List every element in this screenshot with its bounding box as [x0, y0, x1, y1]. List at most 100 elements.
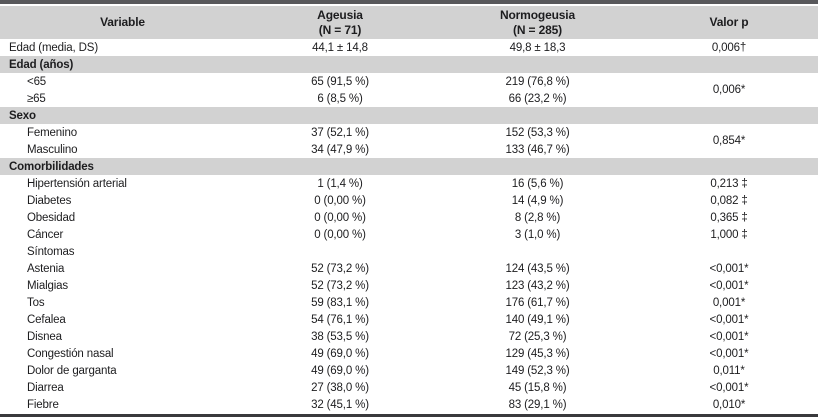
cell-ageusia: 34 (47,9 %)	[311, 143, 369, 156]
cell-ageusia: 65 (91,5 %)	[311, 75, 369, 88]
cell-normogeusia: 129 (45,3 %)	[505, 347, 570, 360]
table-row-cancer: Cáncer 0 (0,00 %) 3 (1,0 %) 1,000 ‡	[0, 226, 818, 243]
cell-pvalue: 1,000 ‡	[710, 228, 748, 241]
col-header-variable: Variable	[0, 6, 245, 39]
cell-variable: Obesidad	[27, 211, 76, 224]
cell-pvalue: 0,213 ‡	[710, 177, 748, 190]
cell-ageusia: 44,1 ± 14,8	[312, 41, 368, 54]
cell-ageusia: 59 (83,1 %)	[311, 296, 369, 309]
cell-ageusia: 54 (76,1 %)	[311, 313, 369, 326]
cell-variable: Femenino	[27, 126, 77, 139]
cell-variable: Congestión nasal	[27, 347, 114, 360]
cell-ageusia: 6 (8,5 %)	[317, 92, 363, 105]
table-row-cefalea: Cefalea 54 (76,1 %) 140 (49,1 %) <0,001*	[0, 311, 818, 328]
cell-ageusia	[245, 243, 435, 260]
table-row-obesidad: Obesidad 0 (0,00 %) 8 (2,8 %) 0,365 ‡	[0, 209, 818, 226]
col-header-normogeusia: Normogeusia (N = 285)	[435, 6, 640, 39]
cell-ageusia: 27 (38,0 %)	[311, 381, 369, 394]
cell-normogeusia: 149 (52,3 %)	[505, 364, 570, 377]
cell-normogeusia: 16 (5,6 %)	[511, 177, 564, 190]
cell-normogeusia: 152 (53,3 %)	[505, 126, 570, 139]
table-row-tos: Tos 59 (83,1 %) 176 (61,7 %) 0,001*	[0, 294, 818, 311]
table-row-mialgias: Mialgias 52 (73,2 %) 123 (43,2 %) <0,001…	[0, 277, 818, 294]
cell-ageusia: 52 (73,2 %)	[311, 279, 369, 292]
cell-normogeusia: 8 (2,8 %)	[514, 211, 561, 224]
table-row-edad-media: Edad (media, DS) 44,1 ± 14,8 49,8 ± 18,3…	[0, 39, 818, 56]
table-row-diabetes: Diabetes 0 (0,00 %) 14 (4,9 %) 0,082 ‡	[0, 192, 818, 209]
table-row-fiebre: Fiebre 32 (45,1 %) 83 (29,1 %) 0,010*	[0, 396, 818, 413]
ageusia-normogeusia-table: Variable Ageusia (N = 71) Normogeusia (N…	[0, 6, 818, 413]
cell-ageusia: 1 (1,4 %)	[317, 177, 363, 190]
cell-ageusia: 49 (69,0 %)	[311, 364, 369, 377]
cell-variable: Dolor de garganta	[27, 364, 117, 377]
cell-ageusia: 37 (52,1 %)	[311, 126, 369, 139]
cell-pvalue: <0,001*	[709, 313, 749, 326]
cell-pvalue-merged: 0,854*	[712, 135, 746, 147]
cell-pvalue: <0,001*	[709, 330, 749, 343]
cell-ageusia: 0 (0,00 %)	[314, 228, 366, 241]
col-header-normogeusia-n: (N = 285)	[512, 22, 562, 37]
cell-variable: Hipertensión arterial	[27, 177, 127, 190]
table-row-hipertension: Hipertensión arterial 1 (1,4 %) 16 (5,6 …	[0, 175, 818, 192]
section-label: Edad (años)	[0, 56, 818, 73]
cell-variable: ≥65	[27, 92, 46, 105]
cell-ageusia: 32 (45,1 %)	[311, 398, 369, 411]
col-header-normogeusia-name: Normogeusia	[499, 8, 576, 23]
cell-variable: Cáncer	[27, 228, 64, 241]
cell-variable: Mialgias	[27, 279, 68, 292]
cell-normogeusia: 133 (46,7 %)	[505, 143, 570, 156]
cell-pvalue-merged: 0,006*	[712, 84, 746, 96]
cell-pvalue: 0,082 ‡	[710, 194, 748, 207]
table-row-lt65: <65 65 (91,5 %) 219 (76,8 %) 0,006*	[0, 73, 818, 97]
table-row-dolor-garganta: Dolor de garganta 49 (69,0 %) 149 (52,3 …	[0, 362, 818, 379]
cell-normogeusia: 140 (49,1 %)	[505, 313, 570, 326]
cell-normogeusia: 83 (29,1 %)	[508, 398, 567, 411]
cell-ageusia: 52 (73,2 %)	[311, 262, 369, 275]
cell-pvalue: 0,365 ‡	[710, 211, 748, 224]
cell-pvalue: <0,001*	[709, 279, 749, 292]
cell-ageusia: 38 (53,5 %)	[311, 330, 369, 343]
cell-variable: Edad (media, DS)	[9, 41, 98, 54]
cell-variable: Tos	[27, 296, 45, 309]
cell-normogeusia: 3 (1,0 %)	[514, 228, 561, 241]
cell-pvalue: <0,001*	[709, 381, 749, 394]
cell-variable: <65	[27, 75, 47, 88]
cell-normogeusia	[435, 243, 640, 260]
table-row-diarrea: Diarrea 27 (38,0 %) 45 (15,8 %) <0,001*	[0, 379, 818, 396]
cell-normogeusia: 14 (4,9 %)	[511, 194, 564, 207]
col-header-ageusia-name: Ageusia	[317, 8, 363, 23]
cell-pvalue: 0,006†	[711, 41, 747, 54]
cell-normogeusia: 124 (43,5 %)	[505, 262, 570, 275]
cell-pvalue: <0,001*	[709, 347, 749, 360]
section-row-comorbilidades: Comorbilidades	[0, 158, 818, 175]
table-row-ge65: ≥65 6 (8,5 %) 66 (23,2 %)	[0, 90, 818, 107]
section-label: Comorbilidades	[0, 158, 818, 175]
cell-normogeusia: 72 (25,3 %)	[508, 330, 567, 343]
cell-normogeusia: 176 (61,7 %)	[505, 296, 570, 309]
cell-variable: Diabetes	[27, 194, 72, 207]
cell-pvalue: 0,001*	[712, 296, 746, 309]
cell-variable: Fiebre	[27, 398, 59, 411]
col-header-ageusia-n: (N = 71)	[318, 22, 362, 37]
header-row: Variable Ageusia (N = 71) Normogeusia (N…	[0, 6, 818, 39]
col-header-valor-p: Valor p	[640, 6, 818, 39]
cell-pvalue	[640, 243, 818, 260]
cell-variable: Disnea	[27, 330, 62, 343]
cell-ageusia: 0 (0,00 %)	[314, 211, 366, 224]
section-row-sexo: Sexo	[0, 107, 818, 124]
cell-variable: Diarrea	[27, 381, 64, 394]
table-row-sintomas: Síntomas	[0, 243, 818, 260]
table-row-femenino: Femenino 37 (52,1 %) 152 (53,3 %) 0,854*	[0, 124, 818, 148]
cell-pvalue: 0,010*	[712, 398, 746, 411]
cell-normogeusia: 66 (23,2 %)	[508, 92, 567, 105]
cell-normogeusia: 45 (15,8 %)	[508, 381, 567, 394]
cell-variable: Síntomas	[27, 245, 75, 258]
cell-normogeusia: 219 (76,8 %)	[505, 75, 570, 88]
cell-variable: Cefalea	[27, 313, 66, 326]
cell-ageusia: 0 (0,00 %)	[314, 194, 366, 207]
col-header-ageusia: Ageusia (N = 71)	[245, 6, 435, 39]
table-row-masculino: Masculino 34 (47,9 %) 133 (46,7 %)	[0, 141, 818, 158]
table-row-astenia: Astenia 52 (73,2 %) 124 (43,5 %) <0,001*	[0, 260, 818, 277]
cell-ageusia: 49 (69,0 %)	[311, 347, 369, 360]
